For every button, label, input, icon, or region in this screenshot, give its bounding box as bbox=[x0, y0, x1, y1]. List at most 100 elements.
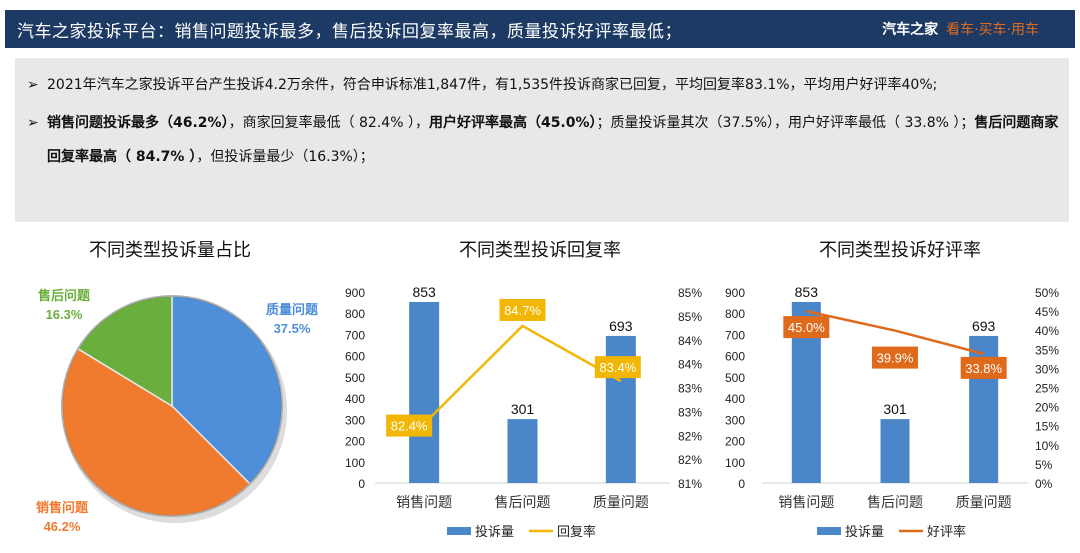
rating-chart: 900 800 700 600 500 400 300 200 100 0 50% 45% 40% 35%… bbox=[725, 284, 1059, 539]
right-axis-tick: 83% bbox=[678, 405, 702, 419]
svg-text:好评率: 好评率 bbox=[927, 524, 966, 539]
right-axis-tick: 35% bbox=[1035, 343, 1059, 357]
left-axis-tick: 500 bbox=[725, 371, 745, 385]
category-label: 质量问题 bbox=[956, 494, 1012, 510]
line-series bbox=[806, 309, 984, 356]
reply-chart-title: 不同类型投诉回复率 bbox=[459, 240, 621, 261]
left-axis-tick: 600 bbox=[345, 350, 365, 364]
right-axis-tick: 81% bbox=[678, 477, 702, 491]
svg-text:回复率: 回复率 bbox=[557, 524, 596, 539]
svg-text:84.7%: 84.7% bbox=[504, 303, 541, 318]
pie-slice bbox=[61, 347, 251, 517]
category-label: 售后问题 bbox=[495, 494, 551, 510]
left-axis-tick: 400 bbox=[725, 392, 745, 406]
brand-logo: 汽车之家 看车·买车·用车 bbox=[882, 19, 1039, 39]
right-axis-tick: 30% bbox=[1035, 362, 1059, 376]
summary-bullet-1: ➢ 2021年汽车之家投诉平台产生投诉4.2万余件，符合申诉标准1,847件，有1… bbox=[25, 68, 1059, 102]
brand-slogan: 看车·买车·用车 bbox=[946, 22, 1039, 38]
svg-text:45.0%: 45.0% bbox=[788, 320, 825, 335]
left-axis-tick: 700 bbox=[345, 328, 365, 342]
pie-label: 售后问题 bbox=[38, 288, 91, 303]
left-axis-tick: 900 bbox=[725, 286, 745, 300]
left-axis-tick: 100 bbox=[345, 456, 365, 470]
right-axis-tick: 84% bbox=[678, 358, 702, 372]
left-axis-tick: 500 bbox=[345, 371, 365, 385]
chart-legend: 投诉量 好评率 bbox=[817, 524, 966, 539]
left-axis-tick: 300 bbox=[725, 413, 745, 427]
line-value-label: 39.9% bbox=[872, 346, 918, 369]
line-value-label: 33.8% bbox=[960, 356, 1007, 379]
svg-text:投诉量: 投诉量 bbox=[475, 524, 514, 539]
right-axis-tick: 50% bbox=[1035, 286, 1059, 300]
chart-legend: 投诉量 回复率 bbox=[447, 524, 596, 539]
bar-value-label: 693 bbox=[972, 318, 996, 334]
arrow-bullet-icon: ➢ bbox=[27, 115, 39, 131]
left-axis-tick: 400 bbox=[345, 392, 365, 406]
bar bbox=[507, 419, 538, 483]
arrow-bullet-icon: ➢ bbox=[27, 77, 39, 93]
left-axis-tick: 800 bbox=[345, 307, 365, 321]
left-axis-tick: 600 bbox=[725, 350, 745, 364]
bar-value-label: 301 bbox=[883, 401, 907, 417]
right-axis-tick: 85% bbox=[678, 310, 702, 324]
category-label: 销售问题 bbox=[396, 494, 452, 510]
right-axis-tick: 45% bbox=[1035, 305, 1059, 319]
right-axis-tick: 15% bbox=[1035, 420, 1059, 434]
line-value-label: 82.4% bbox=[386, 414, 433, 437]
left-axis-tick: 800 bbox=[725, 307, 745, 321]
bar bbox=[409, 301, 440, 483]
bar-value-label: 853 bbox=[795, 284, 819, 300]
right-axis-tick: 20% bbox=[1035, 401, 1059, 415]
right-axis-tick: 84% bbox=[678, 334, 702, 348]
left-axis-tick: 700 bbox=[725, 328, 745, 342]
bar-value-label: 301 bbox=[511, 401, 535, 417]
category-label: 销售问题 bbox=[778, 494, 834, 510]
right-axis-tick: 82% bbox=[678, 429, 702, 443]
left-axis-tick: 200 bbox=[725, 435, 745, 449]
pie-value-label: 16.3% bbox=[46, 307, 83, 322]
left-axis-tick: 0 bbox=[738, 477, 745, 491]
right-axis-tick: 85% bbox=[678, 286, 702, 300]
line-value-label: 84.7% bbox=[499, 298, 546, 321]
right-axis-tick: 83% bbox=[678, 382, 702, 396]
right-axis-tick: 25% bbox=[1035, 382, 1059, 396]
rating-chart-title: 不同类型投诉好评率 bbox=[819, 240, 981, 261]
page-header: 汽车之家投诉平台：销售问题投诉最多，售后投诉回复率最高，质量投诉好评率最低； 汽… bbox=[5, 10, 1075, 48]
summary-box: ➢ 2021年汽车之家投诉平台产生投诉4.2万余件，符合申诉标准1,847件，有1… bbox=[15, 58, 1069, 222]
left-axis-tick: 100 bbox=[725, 456, 745, 470]
left-axis-tick: 200 bbox=[345, 435, 365, 449]
pie-label: 销售问题 bbox=[36, 500, 89, 515]
right-axis-tick: 10% bbox=[1035, 439, 1059, 453]
right-axis-tick: 40% bbox=[1035, 324, 1059, 338]
right-axis-tick: 82% bbox=[678, 453, 702, 467]
left-axis-tick: 300 bbox=[345, 413, 365, 427]
line-series bbox=[423, 324, 622, 425]
left-axis-tick: 900 bbox=[345, 286, 365, 300]
pie-label: 质量问题 bbox=[266, 302, 319, 317]
pie-chart: 质量问题 37.5% 销售问题 46.2% 售后问题 16.3% bbox=[36, 288, 319, 534]
svg-text:82.4%: 82.4% bbox=[391, 419, 428, 434]
bar-value-label: 693 bbox=[609, 318, 633, 334]
pie-slice bbox=[171, 295, 283, 485]
category-label: 质量问题 bbox=[593, 494, 649, 510]
brand-name: 汽车之家 bbox=[882, 22, 939, 38]
bar bbox=[880, 419, 910, 483]
svg-text:投诉量: 投诉量 bbox=[845, 524, 884, 539]
svg-text:39.9%: 39.9% bbox=[877, 351, 914, 366]
page-title: 汽车之家投诉平台：销售问题投诉最多，售后投诉回复率最高，质量投诉好评率最低； bbox=[17, 21, 682, 42]
bar-value-label: 853 bbox=[412, 284, 436, 300]
right-axis-tick: 5% bbox=[1035, 458, 1053, 472]
pie-chart-title: 不同类型投诉量占比 bbox=[89, 240, 251, 261]
left-axis-tick: 0 bbox=[358, 477, 365, 491]
pie-value-label: 37.5% bbox=[274, 321, 311, 336]
line-value-label: 45.0% bbox=[783, 316, 830, 339]
category-label: 售后问题 bbox=[867, 494, 923, 510]
svg-text:83.4%: 83.4% bbox=[599, 360, 636, 375]
pie-slice bbox=[76, 295, 173, 408]
line-value-label: 83.4% bbox=[594, 356, 641, 379]
pie-value-label: 46.2% bbox=[44, 519, 81, 534]
summary-bullet-2: ➢ 销售问题投诉最多（46.2%），商家回复率最低（ 82.4% ），用户好评率最… bbox=[25, 106, 1059, 174]
reply-rate-chart: 900 800 700 600 500 400 300 200 100 0 85% 85% 84% 84%… bbox=[345, 284, 702, 539]
right-axis-tick: 0% bbox=[1035, 477, 1053, 491]
svg-text:33.8%: 33.8% bbox=[965, 361, 1002, 376]
